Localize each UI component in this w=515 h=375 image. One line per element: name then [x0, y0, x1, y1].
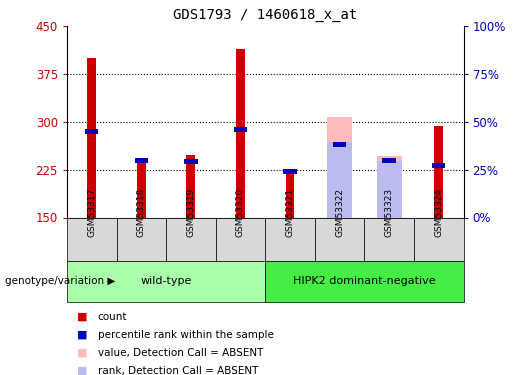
Text: GSM53320: GSM53320 — [236, 188, 245, 237]
Bar — [377, 161, 402, 218]
Bar — [184, 159, 198, 164]
Text: wild-type: wild-type — [141, 276, 192, 286]
Bar — [333, 142, 346, 147]
Text: GSM53321: GSM53321 — [285, 188, 295, 237]
Text: genotype/variation ▶: genotype/variation ▶ — [5, 276, 115, 286]
Bar — [432, 163, 445, 168]
Text: GSM53317: GSM53317 — [87, 188, 96, 237]
Title: GDS1793 / 1460618_x_at: GDS1793 / 1460618_x_at — [173, 9, 357, 22]
Text: GSM53322: GSM53322 — [335, 188, 344, 237]
Text: ■: ■ — [77, 366, 88, 375]
Bar — [87, 58, 96, 217]
Text: rank, Detection Call = ABSENT: rank, Detection Call = ABSENT — [98, 366, 258, 375]
Text: ■: ■ — [77, 348, 88, 358]
Text: GSM53324: GSM53324 — [434, 188, 443, 237]
Text: ■: ■ — [77, 330, 88, 340]
FancyBboxPatch shape — [166, 217, 216, 261]
Bar — [434, 126, 443, 218]
Bar — [186, 155, 195, 218]
Text: GSM53319: GSM53319 — [186, 188, 195, 237]
Bar — [377, 156, 402, 218]
Bar — [67, 261, 265, 302]
Bar — [85, 129, 98, 134]
Bar — [137, 160, 146, 218]
Text: ■: ■ — [77, 312, 88, 322]
Text: GSM53318: GSM53318 — [137, 188, 146, 237]
Text: percentile rank within the sample: percentile rank within the sample — [98, 330, 274, 340]
Bar — [134, 158, 148, 163]
Bar — [285, 170, 295, 217]
FancyBboxPatch shape — [116, 217, 166, 261]
Bar — [383, 158, 396, 163]
Bar — [236, 49, 245, 217]
Bar — [265, 261, 464, 302]
FancyBboxPatch shape — [67, 217, 116, 261]
Text: HIPK2 dominant-negative: HIPK2 dominant-negative — [293, 276, 436, 286]
Bar — [327, 117, 352, 218]
Bar — [234, 127, 247, 132]
FancyBboxPatch shape — [265, 217, 315, 261]
Text: count: count — [98, 312, 127, 322]
Text: GSM53323: GSM53323 — [385, 188, 393, 237]
FancyBboxPatch shape — [365, 217, 414, 261]
Bar — [283, 169, 297, 174]
Bar — [327, 142, 352, 218]
Text: value, Detection Call = ABSENT: value, Detection Call = ABSENT — [98, 348, 263, 358]
FancyBboxPatch shape — [315, 217, 365, 261]
FancyBboxPatch shape — [414, 217, 464, 261]
FancyBboxPatch shape — [216, 217, 265, 261]
